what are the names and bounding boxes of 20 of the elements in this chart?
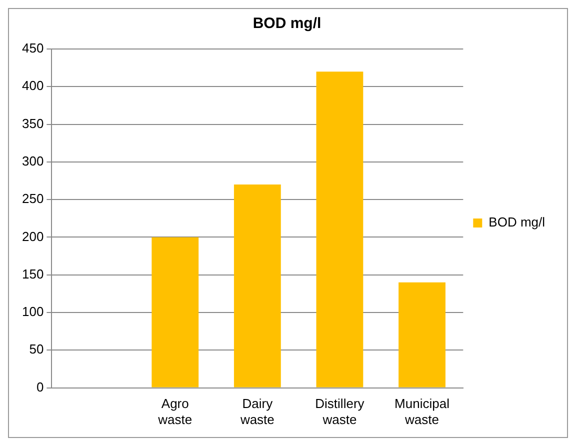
bar [152, 237, 199, 388]
legend-label: BOD mg/l [488, 214, 546, 230]
y-tick-label: 150 [22, 266, 44, 282]
y-tick-label: 0 [36, 379, 44, 394]
y-tick-label: 300 [22, 154, 44, 169]
y-tick-label: 400 [22, 78, 44, 94]
y-tick-label: 250 [22, 191, 44, 206]
y-tick-label: 100 [22, 304, 44, 320]
bar [398, 282, 446, 388]
y-tick-label: 50 [29, 342, 44, 357]
chart-title: BOD mg/l [252, 15, 322, 32]
bar [316, 72, 364, 388]
x-tick-label: Distillery waste [315, 396, 365, 427]
x-tick-label: Agro waste [157, 396, 192, 427]
y-tick-label: 200 [22, 228, 44, 244]
y-tick-label: 350 [22, 116, 44, 131]
y-tick-label: 450 [22, 40, 44, 56]
x-tick-label: Municipal waste [394, 396, 450, 427]
bar [234, 184, 281, 388]
x-tick-label: Dairy waste [239, 396, 274, 427]
